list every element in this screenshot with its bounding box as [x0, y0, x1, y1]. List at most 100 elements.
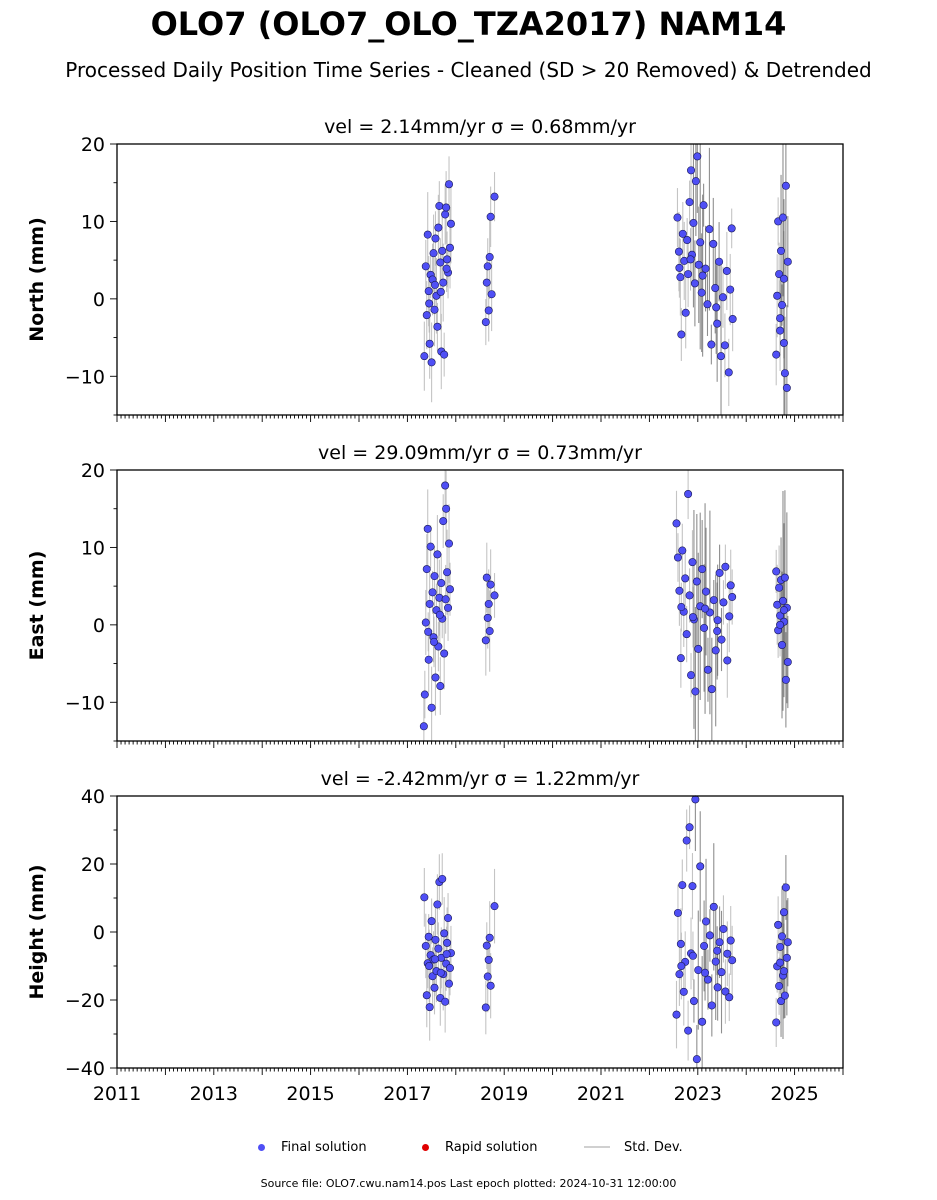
data-point [484, 306, 493, 315]
data-point [779, 338, 788, 347]
plot-canvas: vel = 2.14mm/yr σ = 0.68mm/yr North (mm) −… [26, 116, 844, 1105]
data-point [691, 687, 700, 696]
data-point [715, 568, 724, 577]
data-point [426, 542, 435, 551]
x-tick-label: 2013 [190, 1083, 238, 1105]
data-point [440, 649, 449, 658]
data-point [678, 546, 687, 555]
data-point [711, 957, 720, 966]
data-point [772, 567, 781, 576]
data-point [775, 982, 784, 991]
y-tick-label: 10 [81, 537, 105, 559]
panel-title-height: vel = -2.42mm/yr σ = 1.22mm/yr [321, 768, 640, 790]
legend-item-std: Std. Dev. [584, 1136, 683, 1158]
data-point [431, 935, 440, 944]
plot-frame-height [116, 795, 844, 1069]
data-point [440, 350, 449, 359]
data-point [436, 968, 445, 977]
data-point [431, 673, 440, 682]
ylabel-north: North (mm) [26, 217, 48, 342]
data-point [692, 1055, 701, 1064]
data-point [445, 539, 454, 548]
data-point [703, 300, 712, 309]
data-point [701, 264, 710, 273]
data-point [429, 249, 438, 258]
data-point [430, 637, 439, 646]
data-point [778, 640, 787, 649]
data-point [486, 981, 495, 990]
data-point [772, 1018, 781, 1027]
data-point [722, 266, 731, 275]
data-point [424, 655, 433, 664]
data-point [486, 212, 495, 221]
data-point [436, 682, 445, 691]
data-point [778, 213, 787, 222]
data-point [438, 874, 447, 883]
data-point [443, 568, 452, 577]
data-point [420, 690, 429, 699]
data-point [776, 314, 785, 323]
data-point [720, 341, 729, 350]
data-point [697, 288, 706, 297]
data-point [678, 881, 687, 890]
data-point [490, 192, 499, 201]
data-point [694, 260, 703, 269]
plot-frame-east [116, 469, 844, 742]
data-point [726, 936, 735, 945]
data-point [707, 340, 716, 349]
data-point [699, 201, 708, 210]
data-point [723, 949, 732, 958]
data-point [688, 882, 697, 891]
data-point [433, 322, 442, 331]
data-point [711, 284, 720, 293]
data-point [430, 280, 439, 289]
data-point [715, 938, 724, 947]
data-point [439, 517, 448, 526]
data-point [683, 236, 692, 245]
data-point [438, 246, 447, 255]
data-point [689, 997, 698, 1006]
data-point [672, 519, 681, 528]
data-point [783, 257, 792, 266]
data-point [442, 264, 451, 273]
data-point [717, 968, 726, 977]
data-point [443, 255, 452, 264]
data-point [684, 490, 693, 499]
data-point [445, 979, 454, 988]
data-point [776, 326, 785, 335]
data-point [726, 581, 735, 590]
page-title: OLO7 (OLO7_OLO_TZA2017) NAM14 [150, 5, 787, 43]
data-point [725, 612, 734, 621]
data-point [431, 234, 440, 243]
data-point [674, 247, 683, 256]
data-point [705, 225, 714, 234]
data-point [694, 644, 703, 653]
data-point [783, 658, 792, 667]
data-point [700, 941, 709, 950]
data-point [713, 319, 722, 328]
y-tick-label: −20 [65, 990, 105, 1012]
data-point [703, 975, 712, 984]
x-tick-label: 2021 [577, 1083, 625, 1105]
legend-std-line [584, 1146, 610, 1148]
data-point [726, 285, 735, 294]
data-point [428, 588, 437, 597]
y-tick-label: −10 [65, 366, 105, 388]
data-point [481, 636, 490, 645]
data-point [698, 1017, 707, 1026]
data-point [419, 722, 428, 731]
data-point [425, 299, 434, 308]
data-point [430, 572, 439, 581]
data-point [685, 823, 694, 832]
data-point [707, 685, 716, 694]
data-point [721, 562, 730, 571]
data-point [688, 558, 697, 567]
data-point [445, 964, 454, 973]
data-point [773, 291, 782, 300]
data-point [709, 902, 718, 911]
data-point [779, 606, 788, 615]
data-point [436, 287, 445, 296]
data-point [775, 583, 784, 592]
data-point [779, 274, 788, 283]
data-point [777, 246, 786, 255]
